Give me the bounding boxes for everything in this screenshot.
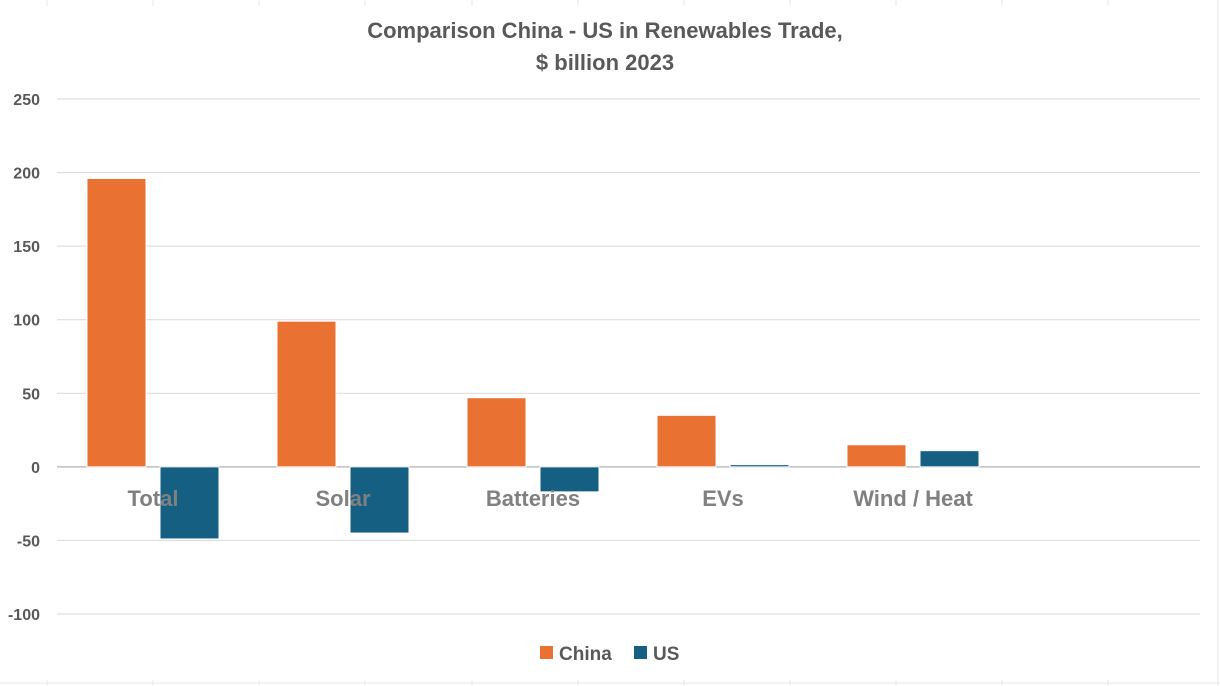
bar-china-total xyxy=(86,177,147,468)
y-tick-label: 50 xyxy=(22,386,40,403)
legend: China US xyxy=(540,644,679,665)
bar-china-batteries xyxy=(466,397,527,468)
bar-us-total xyxy=(159,466,220,540)
y-tick-label: -50 xyxy=(17,533,40,550)
bar-us-batteries xyxy=(539,466,600,493)
y-tick-label: 0 xyxy=(31,460,40,477)
gridlines xyxy=(57,98,1200,615)
y-tick-label: 100 xyxy=(13,313,40,330)
legend-swatch-us xyxy=(634,646,647,659)
y-axis-ticks: 250 200 150 100 50 0 -50 -100 xyxy=(8,92,40,624)
bar-china-wind-heat xyxy=(846,444,907,468)
legend-label-us: US xyxy=(653,644,679,665)
bars xyxy=(86,177,980,540)
bar-us-wind-heat xyxy=(919,450,980,468)
y-tick-label: 150 xyxy=(13,239,40,256)
legend-swatch-china xyxy=(540,646,553,659)
bar-china-solar xyxy=(276,320,337,468)
y-tick-label: 250 xyxy=(13,92,40,109)
bar-china-evs xyxy=(656,414,717,468)
y-tick-label: -100 xyxy=(8,607,40,624)
category-labels: Total Solar Batteries EVs Wind / Heat xyxy=(128,486,974,511)
category-label-batteries: Batteries xyxy=(486,486,580,511)
category-label-evs: EVs xyxy=(702,486,744,511)
category-label-solar: Solar xyxy=(315,486,370,511)
y-tick-label: 200 xyxy=(13,166,40,183)
bar-us-evs xyxy=(729,464,790,468)
bar-us-solar xyxy=(349,466,410,534)
chart-subtitle: $ billion 2023 xyxy=(536,50,674,75)
category-label-wind-heat: Wind / Heat xyxy=(853,486,973,511)
legend-label-china: China xyxy=(559,644,612,665)
chart-title: Comparison China - US in Renewables Trad… xyxy=(367,18,843,43)
category-label-total: Total xyxy=(128,486,179,511)
